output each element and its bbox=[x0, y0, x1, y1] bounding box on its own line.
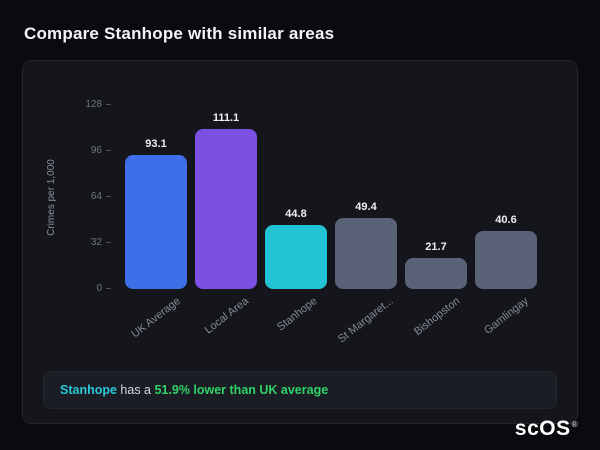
bar-chart: Crimes per 1,000 0 32 64 96 128 93.1 UK Avera… bbox=[43, 79, 557, 365]
bar[interactable] bbox=[125, 155, 187, 289]
x-axis-label: Stanhope bbox=[274, 295, 320, 334]
bar[interactable] bbox=[475, 230, 537, 289]
summary-area-name: Stanhope bbox=[60, 383, 117, 397]
y-tick-label: 32 bbox=[91, 237, 111, 249]
bars-container: 93.1 UK Average 111.1 Local Area 44.8 Stanhop… bbox=[117, 105, 545, 345]
chart-card: Crimes per 1,000 0 32 64 96 128 93.1 UK Avera… bbox=[22, 60, 578, 424]
bar[interactable] bbox=[265, 224, 327, 289]
x-axis-label: Gamlingay bbox=[482, 295, 532, 337]
bar-value-label: 40.6 bbox=[495, 213, 517, 226]
bar[interactable] bbox=[405, 257, 467, 289]
plot-area: 0 32 64 96 128 93.1 UK Average 111.1 Local Area… bbox=[85, 99, 545, 345]
bar-value-label: 21.7 bbox=[425, 240, 447, 253]
summary-note: Stanhope has a 51.9% lower than UK avera… bbox=[43, 371, 557, 409]
y-axis-title: Crimes per 1,000 bbox=[45, 158, 57, 236]
bar-group: 44.8 Stanhope bbox=[261, 105, 331, 333]
bar-group: 93.1 UK Average bbox=[121, 105, 191, 340]
bar-group: 111.1 Local Area bbox=[191, 105, 261, 336]
y-tick-label: 0 bbox=[96, 283, 111, 295]
x-axis-label: UK Average bbox=[129, 295, 184, 341]
y-tick-label: 64 bbox=[91, 191, 111, 203]
summary-middle-text: has a bbox=[116, 383, 155, 397]
scos-logo: scOS® bbox=[515, 417, 578, 441]
bar-value-label: 111.1 bbox=[212, 112, 240, 125]
y-tick-label: 96 bbox=[91, 145, 111, 157]
page-title: Compare Stanhope with similar areas bbox=[24, 24, 335, 43]
x-axis-label: St Margaret... bbox=[336, 295, 397, 346]
y-tick-label: 128 bbox=[85, 99, 111, 111]
bar-group: 49.4 St Margaret... bbox=[331, 105, 401, 345]
y-axis-ticks: 0 32 64 96 128 bbox=[69, 99, 111, 294]
bar-group: 40.6 Gamlingay bbox=[471, 105, 541, 337]
x-axis-label: Bishopston bbox=[411, 295, 462, 338]
y-axis-title-box: Crimes per 1,000 bbox=[43, 89, 59, 305]
summary-highlight-text: 51.9% lower than UK average bbox=[154, 383, 329, 397]
bar[interactable] bbox=[335, 218, 397, 289]
bar-value-label: 93.1 bbox=[145, 138, 167, 151]
x-axis-label: Local Area bbox=[202, 295, 252, 337]
bar[interactable] bbox=[195, 129, 257, 289]
bar-value-label: 49.4 bbox=[355, 201, 377, 213]
registered-mark: ® bbox=[571, 420, 578, 429]
scos-logo-text: scOS bbox=[514, 417, 571, 440]
bar-value-label: 44.8 bbox=[285, 207, 307, 220]
bar-group: 21.7 Bishopston bbox=[401, 105, 471, 338]
